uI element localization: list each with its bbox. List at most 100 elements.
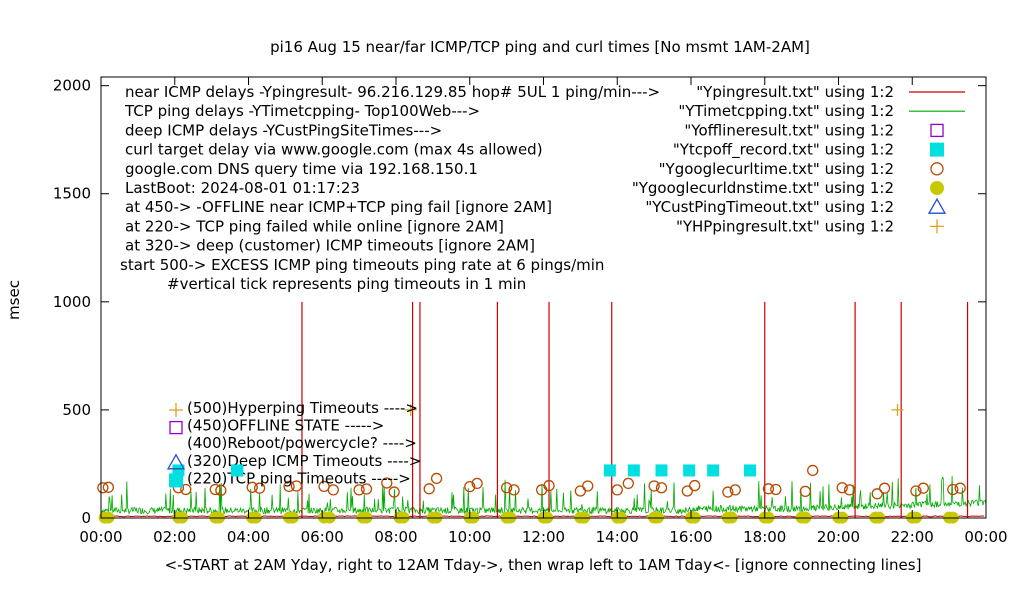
legend-label-3: "Ytcpoff_record.txt" using 1:2 xyxy=(673,141,894,160)
legend-marker-2 xyxy=(930,123,944,138)
key-label-4: (220)TCP ping Timeouts -----> xyxy=(187,469,411,487)
legend-marker-7 xyxy=(930,219,944,234)
curl-point-20 xyxy=(500,482,513,494)
curl-point-33 xyxy=(729,484,741,496)
curl-point-43 xyxy=(917,482,929,494)
x-tick-label-7: 14:00 xyxy=(596,528,639,546)
curl-point-24 xyxy=(574,485,587,497)
curl-point-27 xyxy=(622,477,634,490)
y-tick-label-4: 2000 xyxy=(53,77,91,95)
curl-point-28 xyxy=(648,480,660,492)
x-tick-label-1: 02:00 xyxy=(153,528,196,546)
note-10: #vertical tick represents ping timeouts … xyxy=(167,275,526,293)
tcpoff-point-4 xyxy=(655,464,668,477)
key-marker-0 xyxy=(169,403,183,417)
key-label-1: (450)OFFLINE STATE -----> xyxy=(187,417,384,435)
curl-point-25 xyxy=(582,480,594,492)
note-2: deep ICMP delays -YCustPingSiteTimes---> xyxy=(125,121,442,139)
curl-point-4 xyxy=(209,483,221,496)
key-marker-3 xyxy=(166,453,186,470)
key-label-2: (400)Reboot/powercycle? ----> xyxy=(187,434,417,452)
x-tick-label-6: 12:00 xyxy=(522,528,565,546)
curl-point-44 xyxy=(947,483,959,496)
note-3: curl target delay via www.google.com (ma… xyxy=(125,141,543,159)
curl-point-17 xyxy=(430,472,443,485)
key-label-0: (500)Hyperping Timeouts ----> xyxy=(187,399,418,417)
x-tick-label-11: 22:00 xyxy=(891,528,934,546)
curl-point-14 xyxy=(381,477,393,489)
curl-point-32 xyxy=(722,486,734,498)
note-9: start 500-> EXCESS ICMP ping timeouts pi… xyxy=(120,256,604,274)
curl-point-40 xyxy=(871,488,883,500)
legend-label-0: "Ypingresult.txt" using 1:2 xyxy=(696,83,894,101)
curl-point-8 xyxy=(283,480,295,493)
curl-point-5 xyxy=(215,484,227,496)
key-marker-extra xyxy=(231,464,243,477)
x-tick-label-8: 16:00 xyxy=(669,528,712,546)
curl-point-42 xyxy=(910,485,922,497)
curl-point-13 xyxy=(360,483,373,495)
legend-label-1: "YTimetcpping.txt" using 1:2 xyxy=(678,102,894,120)
curl-point-29 xyxy=(655,482,668,494)
curl-point-18 xyxy=(464,481,476,493)
hpping-point-1 xyxy=(891,403,904,416)
x-tick-label-4: 08:00 xyxy=(374,528,417,546)
curl-point-35 xyxy=(770,483,782,496)
legend-marker-4 xyxy=(930,162,944,176)
note-4: google.com DNS query time via 192.168.15… xyxy=(125,160,478,178)
curl-point-1 xyxy=(102,481,115,493)
x-tick-label-12: 00:00 xyxy=(964,528,1007,546)
notes-layer: near ICMP delays -Ypingresult- 96.216.12… xyxy=(120,83,660,293)
note-7: at 220-> TCP ping failed while online [i… xyxy=(125,217,504,235)
chart-title: pi16 Aug 15 near/far ICMP/TCP ping and c… xyxy=(270,38,810,56)
note-5: LastBoot: 2024-08-01 01:17:23 xyxy=(125,179,360,197)
curl-point-11 xyxy=(327,484,339,496)
key-marker-4 xyxy=(169,473,183,488)
legend-label-7: "YHPpingresult.txt" using 1:2 xyxy=(676,217,894,235)
curl-point-21 xyxy=(508,484,520,496)
legend-label-4: "Ygooglecurltime.txt" using 1:2 xyxy=(659,160,894,178)
curl-point-36 xyxy=(799,485,811,498)
legend-label-5: "Ygooglecurldnstime.txt" using 1:2 xyxy=(632,179,894,197)
x-tick-label-3: 06:00 xyxy=(301,528,344,546)
legend-label-2: "Yofflineresult.txt" using 1:2 xyxy=(684,121,894,139)
curl-point-30 xyxy=(681,485,693,497)
x-tick-label-5: 10:00 xyxy=(448,528,491,546)
y-tick-label-3: 1500 xyxy=(53,185,91,203)
legend-marker-6 xyxy=(927,197,947,214)
curl-point-38 xyxy=(836,482,848,494)
y-axis-label: msec xyxy=(5,280,23,320)
note-8: at 320-> deep (customer) ICMP timeouts [… xyxy=(125,237,535,255)
hpping-point-0 xyxy=(404,403,417,416)
tcpoff-point-5 xyxy=(683,464,696,477)
x-tick-label-10: 20:00 xyxy=(817,528,860,546)
curl-point-23 xyxy=(543,479,555,492)
key-layer: (500)Hyperping Timeouts ---->(450)OFFLIN… xyxy=(166,399,421,488)
curl-point-0 xyxy=(97,482,109,494)
tcpoff-point-7 xyxy=(744,464,756,477)
legend-marker-5 xyxy=(930,181,944,195)
key-label-3: (320)Deep ICMP Timeouts ----> xyxy=(187,452,421,470)
legend-layer: "Ypingresult.txt" using 1:2"YTimetcpping… xyxy=(632,83,965,235)
curl-point-39 xyxy=(843,484,856,496)
legend-label-6: "YCustPingTimeout.txt" using 1:2 xyxy=(645,198,894,216)
curl-point-15 xyxy=(388,486,400,498)
x-tick-label-9: 18:00 xyxy=(743,528,786,546)
curl-point-34 xyxy=(762,483,775,495)
curl-point-41 xyxy=(878,482,891,494)
tcpoff-point-6 xyxy=(707,464,720,477)
curl-point-3 xyxy=(180,483,192,496)
curl-point-26 xyxy=(611,484,623,496)
key-marker-1 xyxy=(169,420,183,435)
curl-point-45 xyxy=(954,482,966,494)
curl-point-12 xyxy=(353,484,365,496)
legend-marker-3 xyxy=(930,142,944,157)
tcpoff-point-3 xyxy=(627,464,640,477)
curl-point-37 xyxy=(807,464,819,477)
curl-point-16 xyxy=(423,483,435,495)
y-tick-label-2: 1000 xyxy=(53,293,91,311)
x-tick-label-0: 00:00 xyxy=(79,528,122,546)
curl-point-19 xyxy=(471,477,483,490)
note-1: TCP ping delays -YTimetcpping- Top100Web… xyxy=(124,102,480,120)
